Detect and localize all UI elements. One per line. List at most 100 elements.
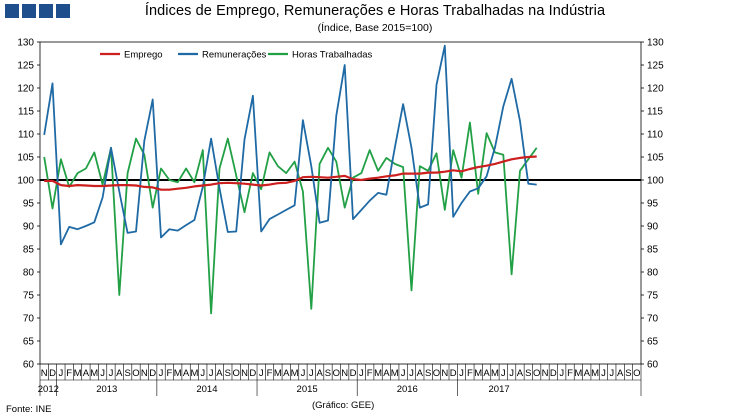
month-label: N: [341, 368, 348, 379]
month-label: S: [525, 368, 531, 379]
y-tick-label-left: 90: [23, 222, 35, 233]
year-label: 2015: [297, 384, 318, 395]
chart-subtitle: (Índice, Base 2015=100): [317, 22, 433, 34]
brand-square-2: [22, 4, 36, 18]
month-label: A: [83, 368, 90, 379]
month-label: A: [216, 368, 223, 379]
y-tick-label-left: 80: [23, 268, 35, 279]
series-line-horas-trabalhadas: [43, 121, 538, 315]
month-label: A: [417, 368, 424, 379]
month-label: J: [209, 368, 214, 379]
month-label: M: [374, 368, 382, 379]
month-label: M: [591, 368, 599, 379]
brand-square-4: [56, 4, 70, 18]
month-label: A: [183, 368, 190, 379]
month-label: M: [174, 368, 182, 379]
month-label: A: [584, 368, 591, 379]
brand-square-1: [5, 4, 19, 18]
month-label: M: [291, 368, 299, 379]
month-label: J: [301, 368, 306, 379]
month-label: D: [149, 368, 156, 379]
month-label: M: [74, 368, 82, 379]
month-label: J: [401, 368, 406, 379]
month-label: S: [425, 368, 431, 379]
y-tick-label-left: 95: [23, 199, 35, 210]
legend-label: Remunerações: [202, 50, 267, 61]
month-label: O: [132, 368, 139, 379]
chart-credit: (Gráfico: GEE): [312, 400, 375, 411]
month-label: M: [474, 368, 482, 379]
month-label: O: [633, 368, 640, 379]
month-label: S: [625, 368, 631, 379]
month-label: A: [383, 368, 390, 379]
legend-label: Emprego: [124, 50, 163, 61]
month-label: S: [325, 368, 331, 379]
month-label: J: [259, 368, 264, 379]
month-label: J: [459, 368, 464, 379]
y-tick-label-right: 80: [647, 268, 659, 279]
month-label: F: [367, 368, 373, 379]
y-tick-label-left: 125: [17, 61, 34, 72]
y-tick-label-left: 70: [23, 314, 35, 325]
year-label: 2016: [397, 384, 418, 395]
y-tick-label-right: 100: [647, 176, 664, 187]
month-label: F: [467, 368, 473, 379]
y-tick-label-left: 115: [18, 107, 34, 118]
year-label: 2013: [96, 384, 117, 395]
month-label: M: [391, 368, 399, 379]
year-label: 2012: [38, 384, 59, 395]
month-label: A: [517, 368, 524, 379]
month-label: J: [100, 368, 105, 379]
y-tick-label-left: 75: [23, 291, 35, 302]
y-tick-label-left: 60: [23, 360, 35, 371]
y-tick-label-right: 70: [647, 314, 659, 325]
month-label: N: [441, 368, 448, 379]
y-tick-label-right: 60: [647, 360, 659, 371]
month-label: J: [309, 368, 314, 379]
month-label: J: [159, 368, 164, 379]
chart-title: Índices de Emprego, Remunerações e Horas…: [144, 3, 606, 19]
month-label: A: [483, 368, 490, 379]
y-tick-label-left: 100: [17, 176, 34, 187]
brand-square-3: [39, 4, 53, 18]
legend-label: Horas Trabalhadas: [292, 50, 373, 61]
month-label: D: [550, 368, 557, 379]
y-tick-label-left: 105: [17, 153, 34, 164]
y-tick-label-right: 120: [647, 84, 664, 95]
month-label: A: [283, 368, 290, 379]
month-label: N: [141, 368, 148, 379]
y-tick-label-right: 115: [647, 107, 663, 118]
month-label: O: [433, 368, 440, 379]
month-label: M: [90, 368, 98, 379]
year-label: 2014: [196, 384, 217, 395]
month-label: D: [450, 368, 457, 379]
y-tick-label-right: 110: [647, 130, 663, 141]
month-label: O: [333, 368, 340, 379]
month-label: A: [316, 368, 323, 379]
month-label: D: [350, 368, 357, 379]
y-tick-label-left: 130: [17, 38, 34, 49]
year-label: 2017: [489, 384, 510, 395]
y-tick-label-left: 85: [23, 245, 35, 256]
series-line-remunera-es: [43, 44, 537, 246]
month-label: A: [617, 368, 624, 379]
month-label: N: [241, 368, 248, 379]
source-label: Fonte: INE: [6, 404, 52, 415]
y-tick-label-right: 90: [647, 222, 659, 233]
y-tick-label-right: 125: [647, 61, 664, 72]
month-label: J: [409, 368, 414, 379]
month-label: M: [574, 368, 582, 379]
month-label: D: [249, 368, 256, 379]
month-label: J: [58, 368, 63, 379]
month-label: O: [533, 368, 540, 379]
month-label: A: [116, 368, 123, 379]
y-tick-label-right: 105: [647, 153, 664, 164]
month-label: S: [225, 368, 231, 379]
y-tick-label-right: 95: [647, 199, 659, 210]
month-label: F: [66, 368, 72, 379]
month-label: J: [200, 368, 205, 379]
month-label: J: [601, 368, 606, 379]
month-label: F: [267, 368, 273, 379]
y-tick-label-left: 110: [18, 130, 34, 141]
